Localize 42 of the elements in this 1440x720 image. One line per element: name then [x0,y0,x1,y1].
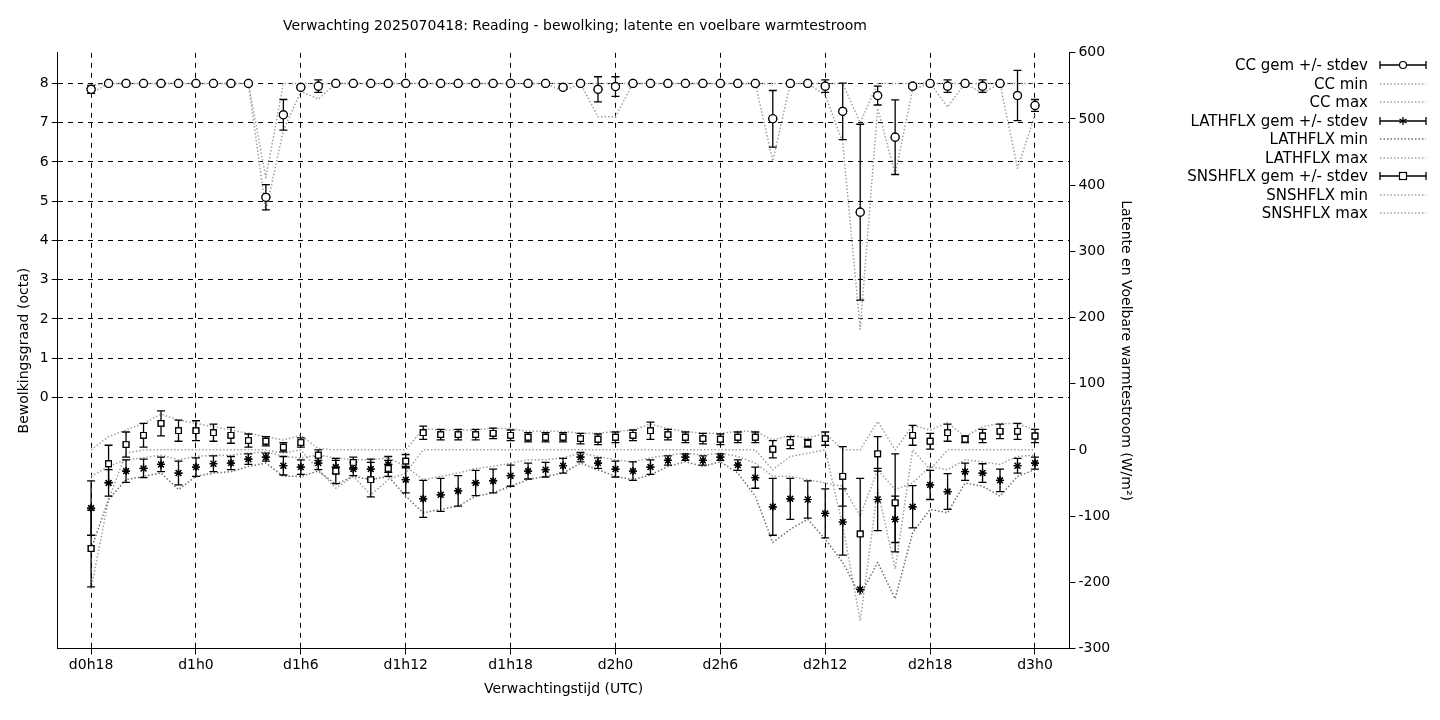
y-tick-label: 6 [39,152,49,169]
x-tick-label: d2h0 [597,656,634,673]
y-tick-label: 2 [39,309,49,326]
y2-tick-label: 200 [1078,308,1106,325]
y-tick-label: 3 [39,270,49,287]
y2-tick-label: 100 [1078,374,1106,391]
x-tick-label: d1h0 [178,656,214,673]
x-tick-label: d2h12 [802,656,848,673]
y2-tick-label: 0 [1078,440,1088,457]
legend-label: CC min [1313,74,1368,93]
x-tick-label: d3h0 [1017,656,1053,673]
x-tick-label: d1h12 [383,656,428,673]
y-tick-label: 5 [39,191,49,208]
legend-label: LATHFLX gem +/- stdev [1190,111,1368,130]
y-tick-label: 8 [39,74,49,91]
x-tick-label: d0h18 [68,656,114,673]
y-tick-label: 4 [39,231,49,248]
legend-label: SNSHFLX min [1266,185,1368,204]
legend-label: SNSHFLX max [1261,204,1368,223]
legend-label: LATHFLX min [1269,130,1368,149]
y2-tick-label: 600 [1078,43,1106,60]
legend-label: SNSHFLX gem +/- stdev [1187,167,1368,186]
y-tick-label: 0 [39,388,49,405]
legend-label: CC max [1309,93,1368,112]
x-tick-label: d1h18 [488,656,533,673]
y-tick-label: 7 [39,113,49,130]
x-axis-title: Verwachtingstijd (UTC) [483,680,644,697]
y-axis-title: Bewolkingsgraad (octa) [15,267,32,434]
y2-tick-label: -100 [1078,506,1111,523]
x-tick-label: d2h6 [702,656,739,673]
legend-label: LATHFLX max [1265,148,1368,167]
y2-tick-label: 500 [1078,109,1106,126]
y2-tick-label: -200 [1078,572,1111,589]
x-tick-label: d2h18 [907,656,953,673]
legend-label: CC gem +/- stdev [1235,56,1368,75]
y2-axis-title: Latente en Voelbare warmtestroom (W/m²) [1118,200,1135,502]
chart-title: Verwachting 2025070418: Reading - bewolking; latente en voelbare warmtestroom [283,17,867,34]
y-tick-label: 1 [39,348,49,365]
y2-tick-label: 400 [1078,175,1106,192]
y2-tick-label: -300 [1078,639,1111,656]
x-tick-label: d1h6 [283,656,319,673]
y2-tick-label: 300 [1078,241,1106,258]
